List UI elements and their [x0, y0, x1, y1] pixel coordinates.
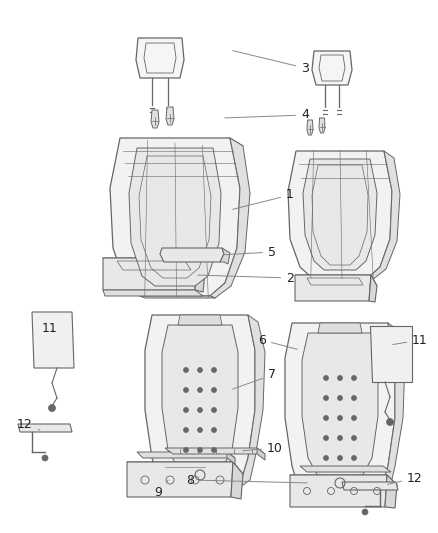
Polygon shape: [368, 151, 400, 280]
Polygon shape: [288, 151, 392, 278]
Polygon shape: [369, 275, 377, 302]
Circle shape: [324, 376, 328, 381]
Polygon shape: [307, 120, 313, 135]
Text: 9: 9: [154, 480, 168, 498]
Polygon shape: [370, 326, 412, 382]
Polygon shape: [257, 448, 265, 460]
Circle shape: [362, 509, 368, 515]
Circle shape: [352, 395, 357, 400]
Polygon shape: [303, 159, 377, 270]
Polygon shape: [302, 333, 378, 476]
Polygon shape: [160, 248, 224, 262]
Circle shape: [212, 448, 216, 453]
Circle shape: [212, 367, 216, 373]
Circle shape: [184, 367, 188, 373]
Polygon shape: [110, 138, 240, 296]
Text: 3: 3: [233, 51, 309, 75]
Circle shape: [324, 416, 328, 421]
Polygon shape: [220, 248, 230, 264]
Text: 12: 12: [17, 418, 40, 432]
Polygon shape: [195, 258, 205, 292]
Circle shape: [212, 408, 216, 413]
Circle shape: [338, 416, 343, 421]
Polygon shape: [103, 258, 197, 290]
Circle shape: [324, 395, 328, 400]
Circle shape: [324, 435, 328, 440]
Polygon shape: [32, 312, 74, 368]
Polygon shape: [137, 452, 235, 458]
Circle shape: [338, 456, 343, 461]
Circle shape: [198, 387, 202, 392]
Circle shape: [184, 427, 188, 432]
Circle shape: [352, 416, 357, 421]
Circle shape: [338, 435, 343, 440]
Text: 11: 11: [393, 334, 428, 346]
Circle shape: [324, 456, 328, 461]
Polygon shape: [342, 482, 398, 490]
Circle shape: [212, 387, 216, 392]
Polygon shape: [295, 275, 377, 286]
Circle shape: [352, 435, 357, 440]
Polygon shape: [285, 323, 395, 496]
Polygon shape: [129, 148, 221, 286]
Text: 10: 10: [243, 441, 283, 455]
Polygon shape: [103, 258, 205, 272]
Circle shape: [184, 448, 188, 453]
Text: 1: 1: [233, 189, 294, 209]
Polygon shape: [385, 475, 397, 508]
Polygon shape: [165, 448, 265, 454]
Circle shape: [49, 405, 56, 411]
Polygon shape: [370, 323, 405, 498]
Text: 11: 11: [42, 321, 58, 335]
Text: 5: 5: [223, 246, 276, 259]
Circle shape: [352, 456, 357, 461]
Polygon shape: [162, 325, 238, 468]
Text: 7: 7: [233, 368, 276, 389]
Circle shape: [212, 427, 216, 432]
Polygon shape: [231, 462, 243, 499]
Text: 8: 8: [186, 473, 307, 487]
Circle shape: [352, 376, 357, 381]
Polygon shape: [210, 138, 250, 298]
Circle shape: [338, 395, 343, 400]
Polygon shape: [166, 107, 174, 125]
Circle shape: [184, 408, 188, 413]
Polygon shape: [103, 290, 203, 296]
Polygon shape: [312, 51, 352, 85]
Polygon shape: [151, 110, 159, 128]
Circle shape: [338, 376, 343, 381]
Text: 12: 12: [388, 472, 423, 484]
Polygon shape: [300, 466, 391, 472]
Circle shape: [198, 448, 202, 453]
Circle shape: [42, 455, 48, 461]
Polygon shape: [290, 475, 397, 485]
Polygon shape: [127, 462, 243, 474]
Circle shape: [198, 367, 202, 373]
Text: 2: 2: [198, 271, 294, 285]
Text: 4: 4: [225, 109, 309, 122]
Circle shape: [198, 427, 202, 432]
Polygon shape: [227, 452, 235, 464]
Polygon shape: [319, 118, 325, 133]
Polygon shape: [145, 315, 255, 488]
Text: 6: 6: [258, 334, 297, 349]
Polygon shape: [140, 296, 215, 298]
Circle shape: [198, 408, 202, 413]
Polygon shape: [290, 475, 387, 507]
Polygon shape: [18, 424, 72, 432]
Polygon shape: [295, 275, 371, 301]
Polygon shape: [318, 323, 362, 333]
Polygon shape: [136, 38, 184, 78]
Polygon shape: [127, 462, 233, 497]
Polygon shape: [230, 315, 265, 490]
Polygon shape: [178, 315, 222, 325]
Circle shape: [386, 418, 393, 425]
Circle shape: [184, 387, 188, 392]
